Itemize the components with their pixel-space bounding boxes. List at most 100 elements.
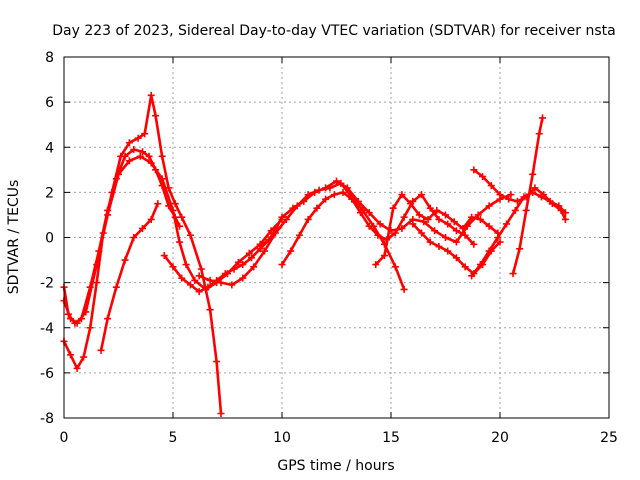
data-point-marker [426,204,434,212]
data-point-marker [442,211,449,219]
data-point-marker [426,238,434,246]
data-point-marker [213,358,221,366]
data-point-marker [485,202,493,210]
y-tick-label: 6 [45,95,54,111]
series-line [472,168,567,221]
data-point-marker [442,234,449,241]
data-point-marker [221,270,229,278]
data-point-marker [138,148,146,156]
data-point-marker [365,222,373,230]
y-tick-label: 8 [45,50,54,66]
data-point-marker [548,200,556,208]
data-point-marker [178,213,186,221]
data-point-marker [389,204,397,212]
data-point-marker [86,324,94,332]
data-point-marker [228,281,236,289]
data-point-marker [261,247,269,255]
data-point-marker [452,227,460,235]
series-track-12 [509,114,547,278]
series-track-2 [60,146,184,327]
data-point-marker [496,238,504,246]
x-tick-label: 20 [491,430,509,446]
data-point-marker [435,215,443,223]
data-point-marker [372,261,380,269]
data-point-marker [247,254,255,262]
series-line [197,182,406,291]
data-point-marker [256,243,264,251]
series-line [470,191,567,278]
data-point-marker [461,231,469,239]
data-point-marker [322,184,330,192]
data-point-marker [539,114,547,122]
data-point-marker [409,220,417,228]
data-point-marker [147,215,155,223]
series-line [99,202,159,352]
data-point-marker [245,249,253,257]
data-point-marker [230,265,238,273]
data-point-marker [400,285,408,293]
y-tick-label: -4 [40,321,54,337]
data-point-marker [476,215,484,223]
series-track-11 [470,166,569,223]
grid-layer [64,57,609,418]
data-point-marker [121,256,129,264]
series-track-13 [409,220,504,278]
data-point-marker [186,281,194,289]
data-point-marker [71,319,79,327]
data-point-marker [522,206,530,214]
data-point-marker [169,263,177,271]
data-point-marker [206,276,214,284]
data-point-marker [398,191,406,199]
data-point-marker [125,157,133,165]
data-point-marker [64,310,72,318]
data-point-marker [529,170,537,178]
data-point-marker [73,364,81,372]
data-point-marker [496,191,504,199]
data-point-marker [97,346,105,354]
data-point-marker [295,231,303,239]
data-point-marker [354,197,362,205]
data-point-marker [130,146,138,154]
data-point-marker [186,231,194,239]
data-point-marker [470,270,478,278]
data-point-marker [278,261,286,269]
y-tick-label: -6 [40,366,54,382]
data-point-marker [125,139,133,147]
data-point-marker [313,204,321,212]
data-point-marker [561,215,569,223]
data-point-marker [339,188,347,196]
data-point-marker [158,182,166,190]
data-point-marker [418,191,426,199]
data-point-marker [134,134,142,142]
data-point-marker [487,247,495,255]
data-point-marker [503,220,511,228]
data-point-marker [487,182,495,190]
data-point-marker [182,261,190,269]
data-point-marker [278,213,286,221]
data-point-marker [420,218,428,226]
data-point-marker [431,227,439,235]
data-point-marker [450,218,458,226]
data-point-marker [289,204,297,212]
data-point-marker [470,166,478,174]
data-point-marker [507,191,515,199]
data-point-marker [239,261,247,269]
series-track-3 [60,91,225,417]
data-point-marker [300,197,308,205]
data-point-marker [104,315,112,323]
x-tick-label: 15 [382,430,400,446]
data-point-marker [444,247,452,255]
data-point-marker [516,245,524,253]
data-point-marker [468,213,476,221]
data-point-marker [479,173,487,181]
data-point-marker [99,229,107,237]
series-track-8 [278,188,478,269]
x-tick-label: 5 [169,430,178,446]
data-point-marker [176,238,184,246]
data-point-marker [333,177,340,185]
data-point-marker [557,206,565,214]
data-point-marker [322,195,330,203]
data-point-marker [343,184,351,192]
data-point-marker [435,243,443,251]
